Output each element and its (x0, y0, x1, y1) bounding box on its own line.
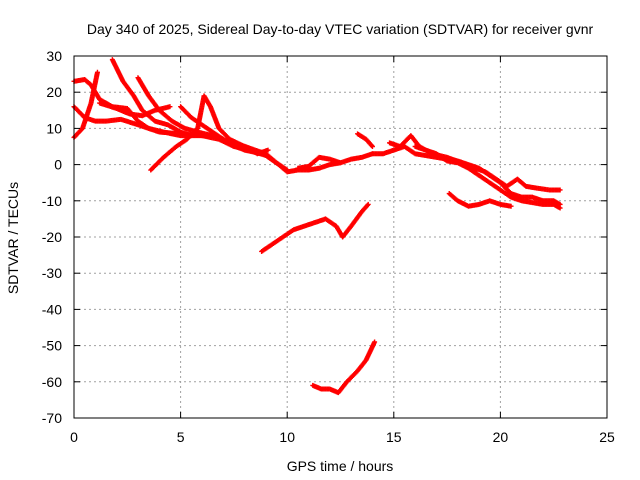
x-tick-label: 5 (177, 429, 185, 445)
y-tick-label: -30 (42, 265, 62, 281)
data-point (365, 201, 371, 207)
data-point (220, 136, 226, 142)
data-point (265, 147, 271, 153)
series-track-h (178, 104, 226, 142)
x-tick-label: 25 (599, 429, 615, 445)
y-tick-label: 30 (46, 48, 62, 64)
data-point (369, 143, 375, 149)
chart-title: Day 340 of 2025, Sidereal Day-to-day VTE… (87, 21, 594, 37)
y-tick-label: 10 (46, 120, 62, 136)
data-point (557, 205, 563, 211)
series-track-n (412, 144, 563, 211)
y-axis-label: SDTVAR / TECUs (5, 182, 21, 294)
series-track-e (71, 69, 100, 140)
data-point (94, 69, 100, 75)
x-tick-label: 10 (279, 429, 295, 445)
data-point (167, 104, 173, 110)
y-tick-label: -60 (42, 374, 62, 390)
x-tick-label: 15 (386, 429, 402, 445)
y-tick-label: 0 (54, 157, 62, 173)
series-track-p (259, 201, 371, 254)
y-tick-label: -10 (42, 193, 62, 209)
series-track-i (263, 151, 375, 175)
series-track-q (310, 339, 378, 396)
x-tick-label: 0 (70, 429, 78, 445)
axis-ticks: 0 5 10 15 20 25 30 20 10 0 -10 -20 -30 -40 -50 -60 -70 (42, 48, 615, 445)
y-tick-label: -70 (42, 410, 62, 426)
x-tick-label: 20 (493, 429, 509, 445)
y-tick-label: -20 (42, 229, 62, 245)
series-track-k (355, 131, 375, 149)
series-track-o (446, 191, 514, 209)
data-point (338, 160, 343, 166)
series-track-f (97, 100, 173, 119)
data-point (369, 144, 375, 149)
series-track-j (295, 154, 343, 171)
y-tick-label: -40 (42, 301, 62, 317)
data-point (372, 339, 378, 345)
x-axis-label: GPS time / hours (287, 458, 394, 474)
y-tick-label: 20 (46, 84, 62, 100)
data-point (364, 202, 370, 208)
data-series (71, 57, 563, 396)
data-point (508, 203, 514, 209)
data-point (557, 187, 563, 193)
y-tick-label: -50 (42, 338, 62, 354)
